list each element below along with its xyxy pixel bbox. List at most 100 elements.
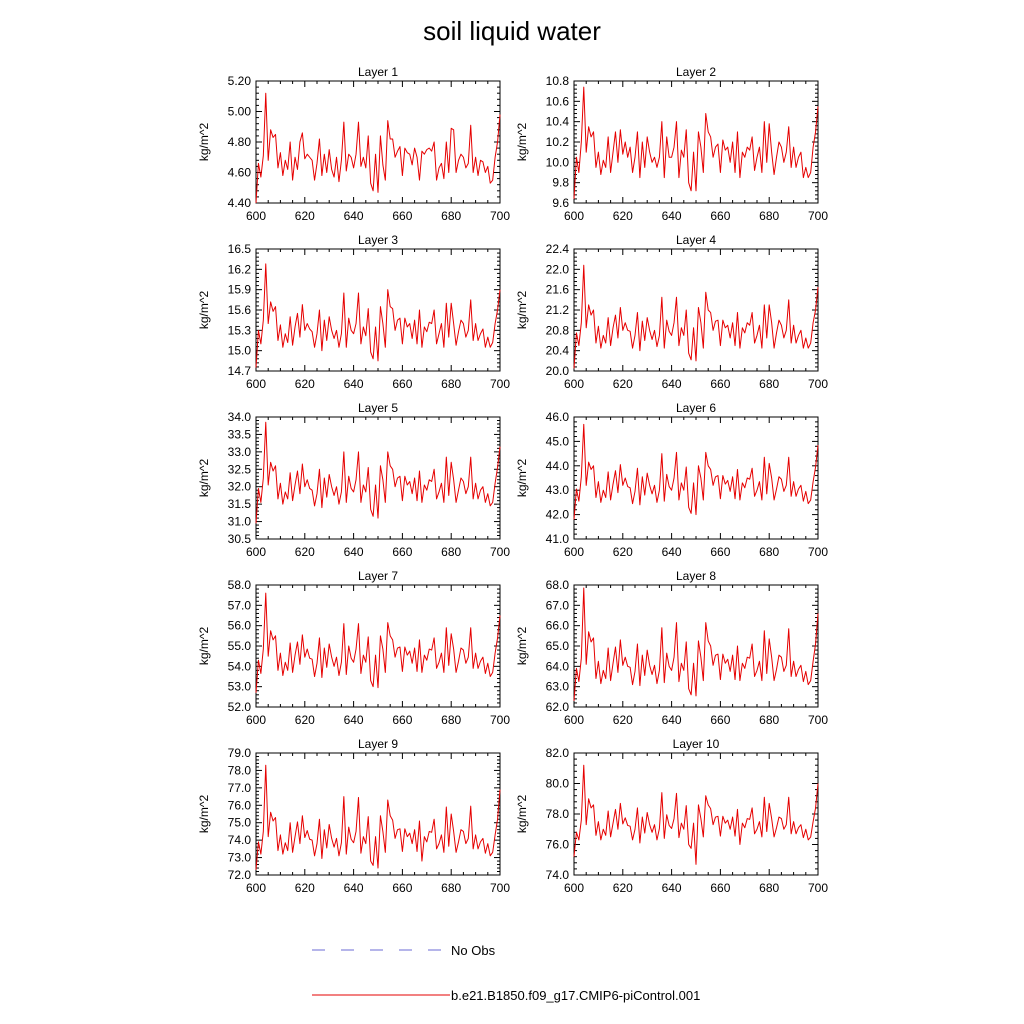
panel-layer-8: 600 620 640 660 680 700 62.0 63.0 64.0 65.0 66.0 67…	[515, 569, 828, 727]
x-tick-label: 680	[759, 713, 779, 727]
y-tick-label: 55.0	[228, 639, 252, 653]
y-tick-label: 20.8	[546, 323, 570, 337]
x-tick-label: 620	[295, 377, 315, 391]
x-tick-label: 620	[295, 545, 315, 559]
y-tick-label: 52.0	[228, 700, 252, 714]
y-tick-label: 75.0	[228, 816, 252, 830]
panel-title: Layer 6	[676, 401, 716, 415]
y-axis-label: kg/m^2	[515, 459, 529, 498]
y-tick-label: 62.0	[546, 700, 570, 714]
x-tick-label: 640	[344, 713, 364, 727]
y-tick-label: 72.0	[228, 868, 252, 882]
y-tick-label: 15.6	[228, 303, 252, 317]
x-tick-label: 680	[759, 881, 779, 895]
y-tick-label: 4.40	[228, 196, 252, 210]
x-tick-label: 600	[246, 209, 266, 223]
x-tick-label: 640	[344, 545, 364, 559]
panel-layer-1: 600 620 640 660 680 700 4.40 4.60 4.80 5.00 5.20 La…	[197, 65, 510, 223]
panel-layer-7: 600 620 640 660 680 700 52.0 53.0 54.0 55.0 56.0 57…	[197, 569, 510, 727]
x-tick-label: 640	[344, 377, 364, 391]
y-axis-label: kg/m^2	[515, 123, 529, 162]
panel-title: Layer 9	[358, 737, 398, 751]
x-tick-label: 620	[613, 377, 633, 391]
x-tick-label: 600	[246, 377, 266, 391]
plot-frame	[255, 416, 501, 540]
y-tick-label: 73.0	[228, 851, 252, 865]
series-line-model	[573, 264, 819, 369]
y-axis-label: kg/m^2	[515, 291, 529, 330]
y-tick-label: 43.0	[546, 483, 570, 497]
series-line-model	[573, 587, 819, 701]
x-tick-label: 660	[710, 545, 730, 559]
y-tick-label: 10.4	[546, 115, 570, 129]
y-axis-label: kg/m^2	[197, 627, 211, 666]
x-tick-label: 600	[246, 881, 266, 895]
y-tick-label: 77.0	[228, 781, 252, 795]
y-tick-label: 30.5	[228, 532, 252, 546]
y-tick-label: 68.0	[546, 578, 570, 592]
y-tick-label: 31.0	[228, 515, 252, 529]
y-tick-label: 76.0	[546, 838, 570, 852]
y-tick-label: 15.0	[228, 344, 252, 358]
x-tick-label: 700	[490, 545, 510, 559]
x-tick-label: 700	[808, 209, 828, 223]
y-tick-label: 22.4	[546, 242, 570, 256]
plot-frame	[255, 752, 501, 876]
x-tick-label: 640	[662, 545, 682, 559]
y-tick-label: 22.0	[546, 262, 570, 276]
x-tick-label: 600	[564, 881, 584, 895]
y-axis-label: kg/m^2	[515, 795, 529, 834]
y-tick-label: 16.2	[228, 262, 252, 276]
y-tick-label: 10.2	[546, 135, 570, 149]
panel-layer-2: 600 620 640 660 680 700 9.6 9.8 10.0 10.2 10.4 10.6…	[515, 65, 828, 223]
y-tick-label: 15.3	[228, 323, 252, 337]
series-line-model	[255, 263, 501, 368]
y-tick-label: 80.0	[546, 777, 570, 791]
x-tick-label: 700	[808, 545, 828, 559]
x-tick-label: 640	[662, 377, 682, 391]
series-line-model	[573, 423, 819, 520]
x-tick-label: 620	[613, 881, 633, 895]
y-tick-label: 53.0	[228, 680, 252, 694]
x-tick-label: 700	[808, 881, 828, 895]
y-tick-label: 82.0	[546, 746, 570, 760]
legend-obs-label: No Obs	[451, 943, 496, 958]
x-tick-label: 640	[662, 209, 682, 223]
y-tick-label: 57.0	[228, 598, 252, 612]
panel-title: Layer 10	[673, 737, 720, 751]
y-axis-label: kg/m^2	[515, 627, 529, 666]
y-tick-label: 5.20	[228, 74, 252, 88]
x-tick-label: 680	[441, 713, 461, 727]
panel-title: Layer 2	[676, 65, 716, 79]
plot-frame	[573, 416, 819, 540]
y-tick-label: 33.5	[228, 427, 252, 441]
y-tick-label: 34.0	[228, 410, 252, 424]
x-tick-label: 620	[613, 713, 633, 727]
panel-layer-4: 600 620 640 660 680 700 20.0 20.4 20.8 21.2 21.6 22…	[515, 233, 828, 391]
series-line-model	[255, 764, 501, 870]
y-tick-label: 5.00	[228, 105, 252, 119]
series-line-model	[255, 92, 501, 204]
y-tick-label: 10.8	[546, 74, 570, 88]
x-tick-label: 680	[759, 545, 779, 559]
x-tick-label: 700	[808, 713, 828, 727]
y-tick-label: 42.0	[546, 508, 570, 522]
y-tick-label: 56.0	[228, 619, 252, 633]
y-axis-label: kg/m^2	[197, 291, 211, 330]
x-tick-label: 680	[441, 209, 461, 223]
y-tick-label: 65.0	[546, 639, 570, 653]
x-tick-label: 680	[441, 881, 461, 895]
x-tick-label: 660	[710, 209, 730, 223]
y-tick-label: 66.0	[546, 619, 570, 633]
x-tick-label: 620	[295, 881, 315, 895]
series-line-model	[573, 86, 819, 199]
panel-title: Layer 4	[676, 233, 716, 247]
x-tick-label: 680	[759, 209, 779, 223]
x-tick-label: 660	[710, 881, 730, 895]
y-tick-label: 67.0	[546, 598, 570, 612]
y-tick-label: 32.5	[228, 462, 252, 476]
x-tick-label: 700	[808, 377, 828, 391]
x-tick-label: 660	[392, 881, 412, 895]
panels: 600 620 640 660 680 700 4.40 4.60 4.80 5.00 5.20 La…	[197, 65, 828, 895]
x-tick-label: 680	[441, 545, 461, 559]
